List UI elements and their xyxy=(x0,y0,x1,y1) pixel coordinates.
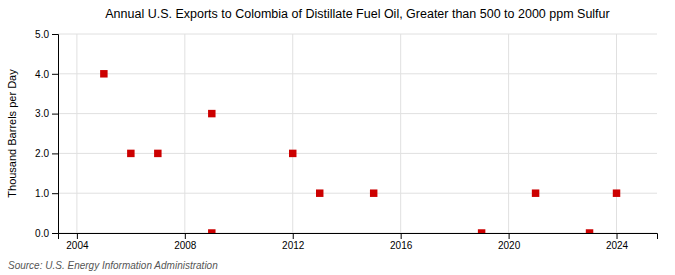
point xyxy=(532,189,539,196)
y-tick-label: 5.0 xyxy=(35,29,49,40)
point xyxy=(208,110,215,117)
y-tick: 1.0 xyxy=(35,188,58,199)
x-tick-mark xyxy=(401,233,402,239)
x-tick-label: 2012 xyxy=(282,240,305,251)
point xyxy=(370,189,377,196)
y-tick-mark xyxy=(52,193,58,194)
x-tick-label: 2008 xyxy=(174,240,197,251)
title: Annual U.S. Exports to Colombia of Disti… xyxy=(105,7,609,21)
grid-line-x xyxy=(400,34,401,233)
y-axis-line xyxy=(52,35,59,234)
y-tick: 2.0 xyxy=(35,148,58,159)
grid-line-x xyxy=(616,34,617,233)
grid-line-x xyxy=(508,34,509,233)
chart: 2004 2008 2012 2016 2020 2024 0.0 1.0 2.0 3.0 4.0 5… xyxy=(0,0,675,275)
grid-line-x xyxy=(184,34,185,233)
y-tick: 5.0 xyxy=(35,29,58,40)
grid-line-y xyxy=(58,113,657,114)
source-note: Source: U.S. Energy Information Administ… xyxy=(8,260,218,271)
y-tick-label: 3.0 xyxy=(35,108,49,119)
y-tick-label: 4.0 xyxy=(35,69,49,80)
y-tick-mark xyxy=(52,233,58,234)
y-tick-mark xyxy=(52,34,58,35)
y-axis: 0.0 1.0 2.0 3.0 4.0 5.0 xyxy=(35,29,58,239)
x-tick: 2004 xyxy=(66,233,89,251)
grid-line-y xyxy=(58,193,657,194)
point xyxy=(478,229,485,233)
x-tick-label: 2016 xyxy=(390,240,413,251)
x-tick-mark xyxy=(293,233,294,239)
x-tick-label: 2020 xyxy=(498,240,521,251)
point xyxy=(586,229,593,233)
point xyxy=(208,229,215,233)
grid-line-x xyxy=(76,34,77,233)
point xyxy=(127,150,134,157)
y-tick-label: 0.0 xyxy=(35,228,49,239)
plot-area: 2004 2008 2012 2016 2020 2024 0.0 1.0 2.0 3.0 4.0 5… xyxy=(35,29,657,251)
x-tick-label: 2024 xyxy=(606,240,629,251)
x-axis-line xyxy=(59,234,658,240)
y-tick-mark xyxy=(52,153,58,154)
y-tick: 4.0 xyxy=(35,69,58,80)
x-tick: 2016 xyxy=(390,233,413,251)
y-tick-label: 1.0 xyxy=(35,188,49,199)
y-tick: 0.0 xyxy=(35,228,58,239)
y-tick: 3.0 xyxy=(35,108,58,119)
y-axis-title: Thousand Barrels per Day xyxy=(6,69,18,198)
x-tick: 2020 xyxy=(498,233,521,251)
x-tick: 2024 xyxy=(606,233,629,251)
point xyxy=(613,189,620,196)
grid-line-x xyxy=(292,34,293,233)
point xyxy=(289,150,296,157)
grid-line-y xyxy=(58,73,657,74)
grid-line-y xyxy=(58,153,657,154)
y-tick-label: 2.0 xyxy=(35,148,49,159)
y-tick-mark xyxy=(52,114,58,115)
x-tick: 2008 xyxy=(174,233,197,251)
point xyxy=(100,70,107,77)
grid xyxy=(58,34,657,233)
x-tick-label: 2004 xyxy=(66,240,89,251)
x-tick: 2012 xyxy=(282,233,305,251)
points xyxy=(100,70,620,233)
x-tick-mark xyxy=(509,233,510,239)
point xyxy=(316,189,323,196)
grid-line-y xyxy=(58,34,657,35)
x-tick-mark xyxy=(617,233,618,239)
x-axis: 2004 2008 2012 2016 2020 2024 xyxy=(59,233,658,251)
x-tick-mark xyxy=(185,233,186,239)
point xyxy=(154,150,161,157)
y-tick-mark xyxy=(52,74,58,75)
x-tick-mark xyxy=(77,233,78,239)
